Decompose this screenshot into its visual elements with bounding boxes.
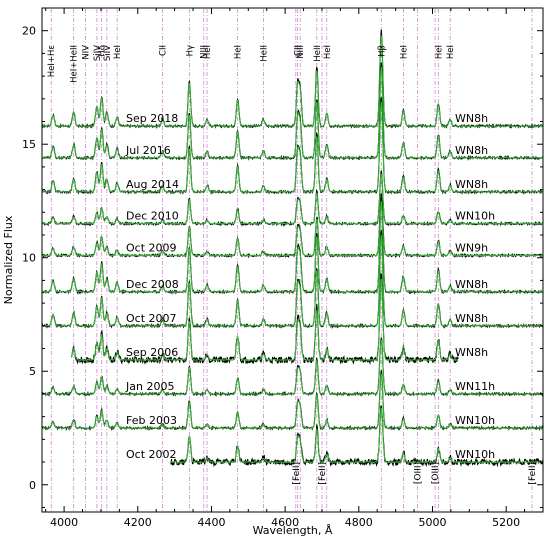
epoch-label: Aug 2014 (126, 178, 179, 191)
line-markers (50, 9, 533, 511)
line-id-label: SiIV (103, 45, 113, 61)
model-spectrum-line (41, 173, 543, 225)
epoch-label: Sep 2018 (126, 112, 178, 125)
line-id-label: HeII (313, 45, 323, 62)
spectrum-epoch (41, 193, 543, 259)
x-axis-title: Wavelength, Å (253, 524, 333, 537)
epoch-label: Jan 2005 (125, 380, 174, 393)
x-tick-label: 4800 (345, 516, 373, 529)
forbidden-line-label: [OIII] (413, 462, 423, 484)
spectrum-epoch (170, 405, 544, 468)
x-tick-label: 5000 (418, 516, 446, 529)
model-spectrum-line (41, 339, 543, 396)
spectrum-epoch (41, 337, 544, 398)
forbidden-line-label: [FeII] (528, 462, 538, 485)
line-id-label: HeI (399, 45, 409, 59)
forbidden-line-label: [OIII] (431, 462, 441, 484)
plot-frame (41, 7, 544, 513)
x-tick-label: 4400 (197, 516, 225, 529)
model-spectrum-line (41, 35, 543, 128)
x-tick-label: 4200 (124, 516, 152, 529)
forbidden-line-label: [FeII] (318, 462, 328, 485)
y-tick-label: 20 (22, 25, 36, 38)
epoch-label: Dec 2010 (126, 210, 179, 223)
model-spectrum-line (41, 66, 543, 160)
model-spectrum-line (41, 200, 544, 294)
model-spectrum-line (41, 101, 543, 194)
spectral-class-label: WN8h (455, 278, 488, 291)
spectral-class-label: WN8h (455, 312, 488, 325)
line-id-label: CII (294, 45, 304, 56)
spectrum-epoch (41, 62, 544, 161)
x-tick-label: 4000 (50, 516, 78, 529)
line-id-label: HeI+HeII (70, 45, 80, 83)
model-spectrum-line (41, 196, 543, 257)
y-tick-label: 0 (29, 479, 36, 492)
x-tick-label: 4600 (271, 516, 299, 529)
x-tick-label: 5200 (492, 516, 520, 529)
epoch-label: Dec 2008 (126, 278, 179, 291)
spectrum-epoch (70, 272, 459, 365)
line-id-label: NIII (200, 45, 210, 59)
line-id-label: Hβ (377, 45, 387, 57)
epoch-label: Oct 2007 (126, 312, 177, 325)
epoch-label: Sep 2006 (126, 346, 178, 359)
model-spectrum-line (41, 234, 543, 328)
y-axis-title: Normalized Flux (2, 215, 15, 304)
spectral-class-label: WN8h (455, 178, 488, 191)
forbidden-line-label: [FeII] (292, 462, 302, 485)
epoch-label: Jul 2016 (125, 144, 171, 157)
y-tick-label: 10 (22, 252, 36, 265)
line-id-label: Hγ (185, 45, 195, 56)
spectrum-epoch (41, 229, 543, 330)
epoch-label: Oct 2002 (126, 448, 177, 461)
spectral-class-label: WN9h (455, 241, 488, 254)
spectrum-epoch (41, 29, 543, 130)
line-id-label: SiIV (93, 45, 103, 61)
line-id-label: CII (158, 45, 168, 56)
line-id-label: HeI+Hε (47, 45, 57, 78)
spectrum-epoch (41, 197, 544, 295)
model-spectrum-line (71, 278, 459, 362)
spectrum-epoch (41, 170, 544, 227)
line-id-label: HeI (113, 45, 123, 59)
spectral-class-label: WN10h (455, 210, 495, 223)
spectra-series (41, 29, 544, 468)
spectral-class-label: WN10h (455, 448, 495, 461)
line-id-label: NIII (296, 45, 306, 59)
model-spectrum-line (170, 407, 543, 464)
line-id-label: HeI (446, 45, 456, 59)
line-id-label: Hδ (98, 45, 108, 57)
line-id-label: HeI (203, 45, 213, 59)
spectrum-epoch (41, 97, 543, 196)
spectral-class-label: WN8h (455, 346, 488, 359)
model-spectrum-line (41, 373, 543, 430)
line-id-label: HeI (323, 45, 333, 59)
line-id-label: HeI (234, 45, 244, 59)
line-id-label: HeII (259, 45, 269, 62)
spectral-class-label: WN8h (455, 144, 488, 157)
line-id-label: HeI (434, 45, 444, 59)
line-id-label: NIV (81, 45, 91, 60)
y-tick-label: 5 (29, 365, 36, 378)
spectral-class-label: WN11h (455, 380, 495, 393)
epoch-label: Feb 2003 (126, 414, 177, 427)
spectrum-epoch (41, 370, 544, 432)
epoch-label: Oct 2009 (126, 241, 177, 254)
y-tick-label: 15 (22, 138, 36, 151)
spectral-class-label: WN10h (455, 414, 495, 427)
spectral-class-label: WN8h (455, 112, 488, 125)
axes: 4000 4200 4400 4600 4800 5000 5200 0 5 10 15 20 (22, 7, 544, 529)
